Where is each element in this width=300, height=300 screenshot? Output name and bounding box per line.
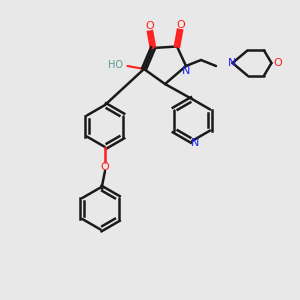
Text: N: N (182, 65, 190, 76)
Text: O: O (145, 21, 154, 32)
Text: O: O (176, 20, 185, 30)
Text: HO: HO (108, 60, 123, 70)
Text: N: N (191, 137, 199, 148)
Text: O: O (100, 161, 109, 172)
Text: O: O (273, 58, 282, 68)
Text: N: N (228, 58, 237, 68)
